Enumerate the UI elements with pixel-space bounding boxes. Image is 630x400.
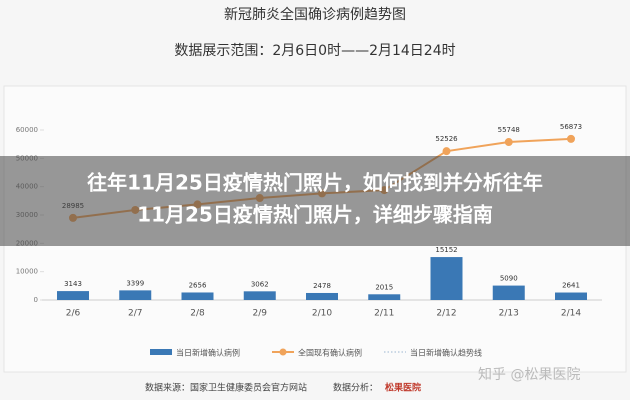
- watermark: 知乎 @松果医院: [478, 366, 580, 383]
- bar-value-label: 2656: [189, 281, 207, 289]
- bar: [368, 294, 401, 300]
- y-tick-label: 60000: [16, 126, 38, 134]
- bar: [555, 292, 587, 300]
- bar-value-label: 3399: [126, 279, 144, 287]
- line-value-label: 55748: [498, 126, 520, 134]
- analysis: 数据分析：: [333, 382, 378, 394]
- overlay-banner: [0, 156, 630, 246]
- line-point: [442, 147, 451, 156]
- bar-value-label: 3143: [64, 280, 82, 288]
- legend-swatch: [279, 348, 287, 356]
- line-value-label: 52526: [435, 135, 458, 143]
- x-tick-label: 2/8: [190, 309, 205, 319]
- logo: 松果医院: [385, 382, 421, 394]
- bar: [306, 292, 338, 300]
- legend-label: 当日新增确认趋势线: [410, 348, 482, 358]
- bar-value-label: 2478: [313, 282, 331, 290]
- line-point: [504, 138, 513, 147]
- bar-value-label: 3062: [251, 280, 269, 288]
- chart-subtitle: 数据展示范围：2月6日0时——2月14日24时: [174, 42, 455, 59]
- bar: [430, 257, 463, 300]
- overlay-title: 11月25日疫情热门照片，详细步骤指南: [137, 203, 493, 227]
- source: 数据来源：国家卫生健康委员会官方网站: [145, 382, 307, 394]
- y-tick-label: 0: [34, 296, 38, 304]
- x-tick-label: 2/10: [312, 309, 332, 319]
- bar: [119, 290, 152, 300]
- x-tick-label: 2/11: [374, 309, 394, 319]
- legend-label: 当日新增确认病例: [176, 348, 240, 358]
- bar-value-label: 2641: [562, 282, 580, 290]
- legend-swatch: [150, 349, 172, 355]
- bar: [181, 292, 214, 300]
- x-tick-label: 2/13: [499, 309, 519, 319]
- y-tick-label: 10000: [16, 268, 38, 276]
- bar: [57, 291, 89, 300]
- chart-title: 新冠肺炎全国确诊病例趋势图: [224, 6, 406, 23]
- x-tick-label: 2/9: [253, 309, 268, 319]
- x-tick-label: 2/7: [128, 309, 142, 319]
- bar-value-label: 15152: [435, 246, 457, 254]
- x-tick-label: 2/6: [66, 309, 81, 319]
- line-point: [567, 134, 575, 143]
- line-value-label: 56873: [560, 123, 582, 131]
- overlay-title: 往年11月25日疫情热门照片，如何找到并分析往年: [87, 171, 543, 195]
- x-tick-label: 2/14: [561, 309, 581, 319]
- legend-label: 全国现有确认病例: [298, 348, 362, 358]
- bar: [492, 285, 525, 300]
- bar-value-label: 5090: [500, 275, 518, 283]
- bar: [243, 291, 276, 300]
- x-tick-label: 2/12: [436, 309, 456, 319]
- bar-value-label: 2015: [375, 283, 393, 291]
